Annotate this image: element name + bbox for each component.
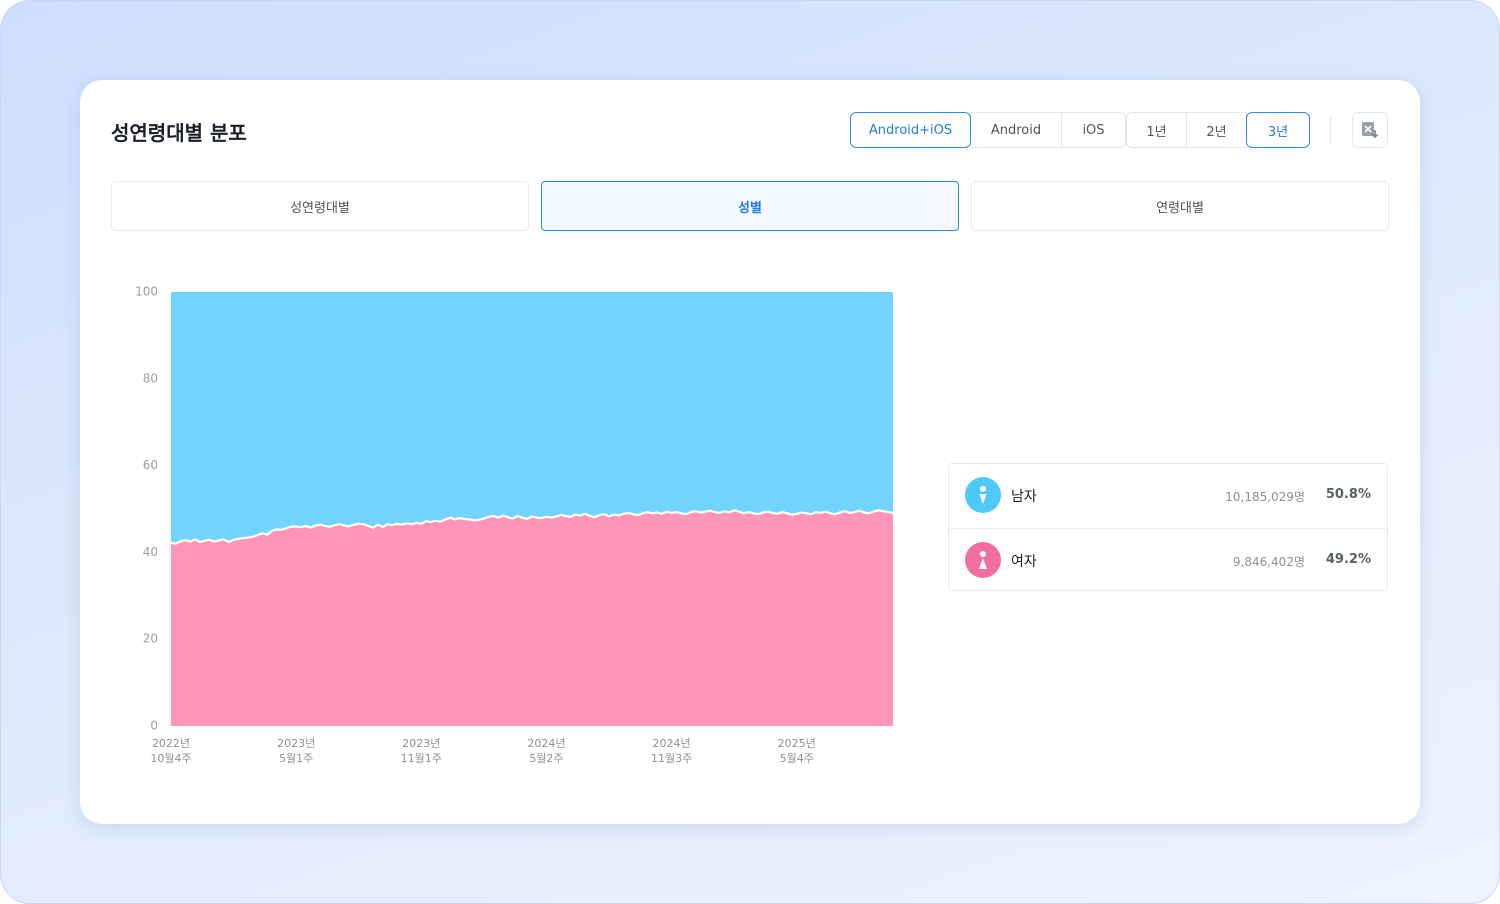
person-glyph xyxy=(979,486,987,504)
area-edge xyxy=(170,509,894,545)
x-tick-label: 2025년 5월4주 xyxy=(777,737,816,765)
excel-icon xyxy=(1362,122,1379,139)
x-tick-label: 2024년 11월3주 xyxy=(650,737,693,765)
tab[interactable]: 성연령대별 xyxy=(111,181,529,231)
period-button[interactable]: 3년 xyxy=(1246,112,1310,148)
legend-panel: 남자 10,185,029명 50.8% 여자 9,846,402명 49.2% xyxy=(948,463,1388,591)
x-tick-label: 2023년 11월1주 xyxy=(400,737,442,765)
y-tick-label: 100 xyxy=(135,285,158,299)
x-tick-label: 2024년 5월2주 xyxy=(527,737,566,765)
card-title: 성연령대별 분포 xyxy=(111,121,247,145)
chart: 0 20 40 60 80 100 xyxy=(135,285,894,733)
platform-button[interactable]: Android xyxy=(970,112,1062,148)
period-button[interactable]: 1년 xyxy=(1126,112,1187,148)
y-tick-label: 40 xyxy=(143,545,158,559)
legend-row: 남자 10,185,029명 50.8% xyxy=(949,464,1387,527)
excel-download-button[interactable] xyxy=(1352,112,1388,148)
divider xyxy=(1330,116,1331,144)
legend-share: 49.2% xyxy=(1325,552,1371,567)
area xyxy=(171,510,893,726)
legend-count: 9,846,402명 xyxy=(1232,555,1305,569)
legend-row: 여자 9,846,402명 49.2% xyxy=(949,528,1387,592)
platform-button[interactable]: Android+iOS xyxy=(850,112,971,148)
tab[interactable]: 성별 xyxy=(541,181,959,231)
female-icon xyxy=(965,542,1001,578)
legend-share: 50.8% xyxy=(1325,487,1371,502)
y-tick-label: 80 xyxy=(143,371,158,385)
male-icon xyxy=(965,477,1001,513)
platform-button[interactable]: iOS xyxy=(1061,112,1126,148)
person-glyph xyxy=(979,551,987,569)
legend-count: 10,185,029명 xyxy=(1225,490,1305,504)
y-tick-label: 60 xyxy=(143,458,158,472)
y-tick-label: 20 xyxy=(143,632,158,646)
x-tick-label: 2023년 5월1주 xyxy=(277,737,316,765)
area xyxy=(171,292,893,544)
x-tick-label: 2022년 10월4주 xyxy=(150,737,192,765)
y-tick-label: 0 xyxy=(150,719,158,733)
tab[interactable]: 연령대별 xyxy=(971,181,1389,231)
legend-name: 여자 xyxy=(1011,554,1037,570)
period-button[interactable]: 2년 xyxy=(1186,112,1247,148)
legend-name: 남자 xyxy=(1011,489,1037,505)
card: 성연령대별 분포 Android+iOS Android iOS 1년 2년 3… xyxy=(80,80,1420,824)
